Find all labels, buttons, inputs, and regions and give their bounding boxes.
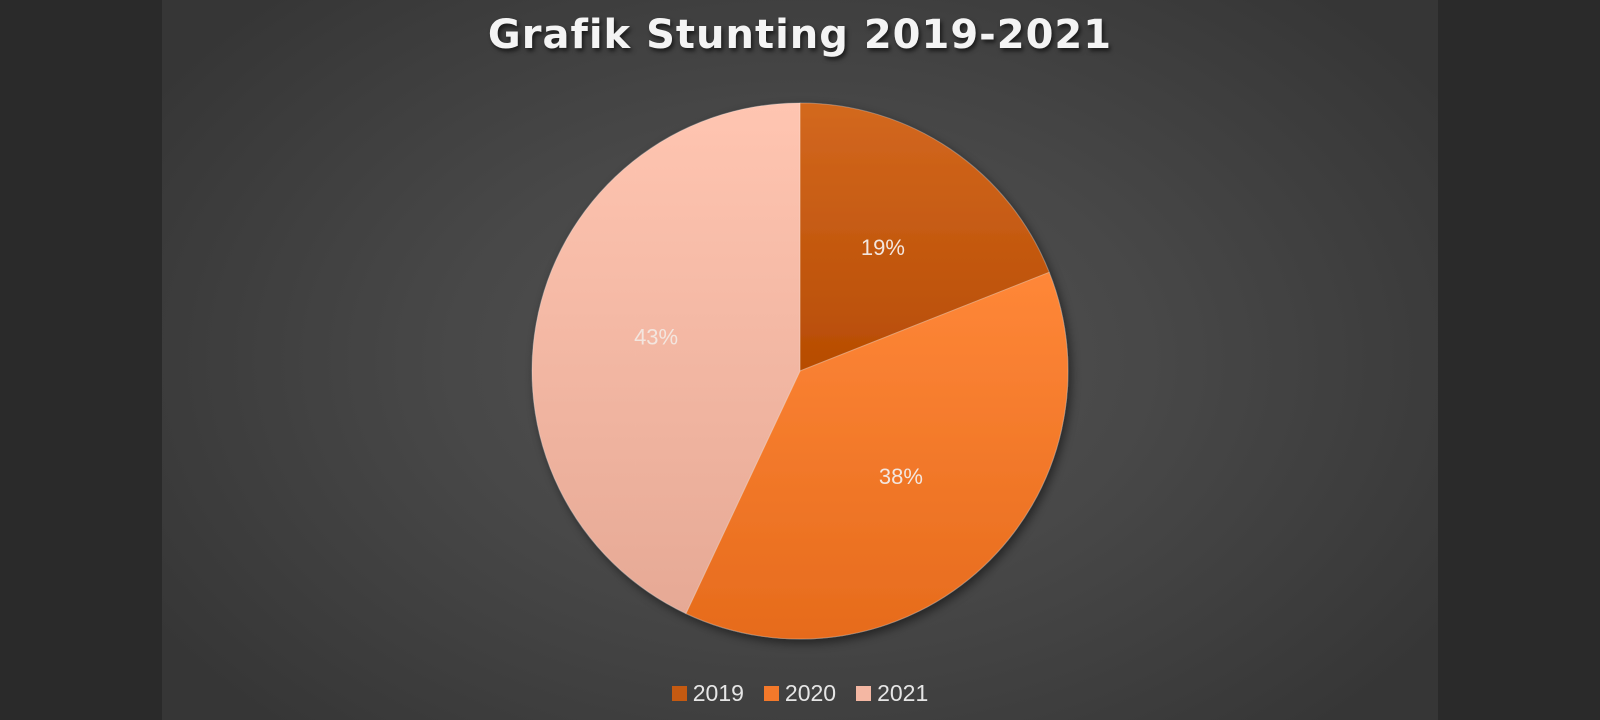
data-label-2019: 19%: [861, 235, 905, 260]
legend-swatch-2020: [763, 686, 779, 701]
legend-item-2021: 2021: [856, 680, 928, 707]
chart-legend: 2019 2020 2021: [0, 680, 1600, 707]
legend-swatch-2019: [671, 686, 687, 701]
legend-label-2020: 2020: [784, 680, 837, 706]
data-label-2020: 38%: [879, 464, 923, 489]
legend-item-2020: 2020: [763, 680, 837, 707]
data-label-2021: 43%: [634, 325, 678, 350]
legend-label-2021: 2021: [877, 680, 929, 706]
legend-swatch-2021: [856, 686, 872, 701]
pie-slice-2021: [531, 102, 801, 615]
pie-slice-2020: [685, 271, 1069, 640]
legend-label-2019: 2019: [692, 680, 744, 706]
chart-title: Grafik Stunting 2019-2021: [487, 12, 1113, 58]
legend-item-2019: 2019: [671, 680, 744, 707]
pie-slice-2019: [799, 102, 1050, 372]
